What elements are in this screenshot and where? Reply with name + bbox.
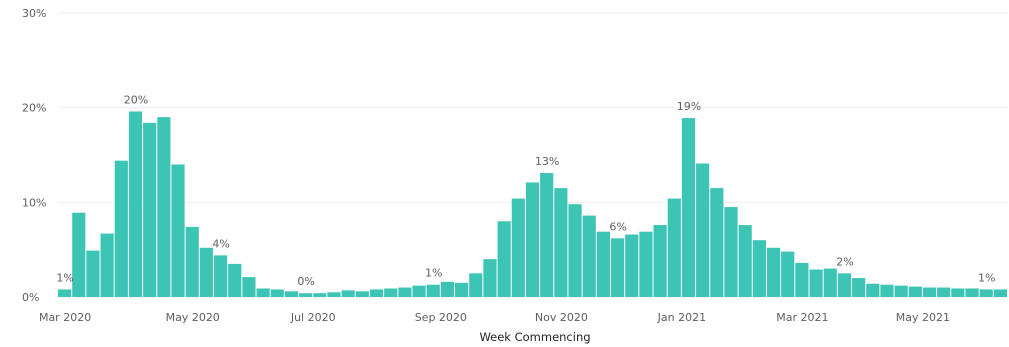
bar [469,273,483,297]
bar [653,225,667,297]
bar [270,289,284,297]
x-tick-label: Sep 2020 [415,311,467,324]
bar [412,285,426,297]
x-tick-label: May 2021 [896,311,950,324]
bar [455,282,469,297]
bar [554,188,568,297]
bar [384,288,398,297]
x-axis-title: Week Commencing [479,330,590,344]
y-tick-label: 10% [22,196,46,209]
bar [979,289,993,297]
x-tick-label: Mar 2020 [39,311,91,324]
data-label: 4% [212,237,229,250]
bar [937,287,951,297]
bar [667,198,681,297]
bar [143,122,157,298]
bar [710,188,724,297]
bar [582,215,596,297]
bar [341,290,355,297]
bar [299,293,313,297]
bar [568,204,582,297]
bar [497,221,511,297]
data-label: 13% [535,155,559,168]
x-axis-tick-labels: Mar 2020 May 2020 Jul 2020 Sep 2020 Nov 2020… [39,311,950,324]
bar [752,240,766,297]
x-tick-label: Nov 2020 [535,311,588,324]
bar [823,268,837,297]
bar [86,250,100,297]
bar [738,225,752,297]
bar [894,285,908,297]
bar [540,172,554,297]
bar [681,118,696,297]
bar [724,207,738,297]
data-label: 19% [677,100,701,113]
bar [213,255,228,297]
bar [157,117,171,297]
bar [922,287,937,297]
x-tick-label: Mar 2021 [776,311,828,324]
bar [426,284,440,297]
bar [242,277,256,297]
bar [625,234,639,297]
bar [100,233,114,297]
data-label: 6% [609,220,626,233]
bar [852,278,866,297]
x-tick-label: Jul 2020 [290,311,336,324]
bar [809,269,823,297]
data-labels: 1% 20% 4% 0% 1% 13% 6% 19% 2% 1% [56,93,995,288]
data-label: 0% [297,275,314,288]
bar [951,288,965,297]
bar [284,291,299,297]
bar [58,289,72,297]
bar [766,247,781,297]
bar [398,287,412,297]
bar [72,212,86,297]
bar [511,198,525,297]
data-label: 20% [124,93,148,106]
bar [199,247,213,297]
bar [313,293,327,297]
bar [525,182,540,297]
bar [369,289,384,297]
bar [610,238,625,297]
bar [440,281,455,297]
bar [993,289,1007,297]
bar [880,284,894,297]
bar [228,263,242,297]
x-tick-label: May 2020 [166,311,220,324]
data-label: 1% [425,267,442,280]
bar [327,292,341,297]
bar [696,163,710,297]
bar [256,288,270,297]
bar [596,231,610,297]
data-label: 2% [836,255,853,268]
bar [639,231,653,297]
bar [483,259,497,297]
y-axis-tick-labels: 0% 10% 20% 30% [22,7,46,304]
bar [965,288,979,297]
bar [355,291,369,297]
bar [795,262,809,297]
bar [866,283,880,297]
bar [908,286,922,297]
y-tick-label: 30% [22,7,46,20]
x-tick-label: Jan 2021 [657,311,706,324]
data-label: 1% [56,271,73,284]
bar [171,164,185,297]
bars [58,111,1007,298]
bar [185,226,199,297]
bar [837,273,852,297]
y-tick-label: 20% [22,102,46,115]
data-label: 1% [978,271,995,284]
bar [781,251,795,297]
bar [114,160,128,297]
y-tick-label: 0% [22,291,39,304]
bar [128,111,143,297]
